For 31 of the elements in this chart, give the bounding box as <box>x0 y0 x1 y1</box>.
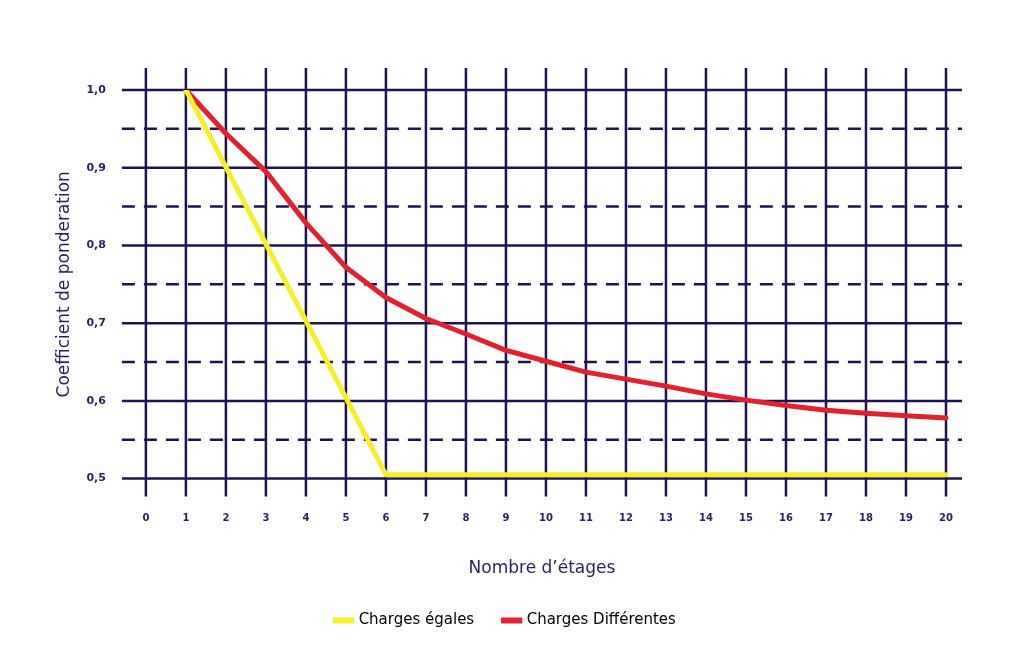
legend-label: Charges Différentes <box>526 610 677 629</box>
x-tick-label: 7 <box>422 512 430 524</box>
x-tick-label: 18 <box>859 512 873 524</box>
y-tick-label: 0,5 <box>86 471 106 485</box>
x-tick-label: 12 <box>618 512 633 524</box>
y-tick-label: 1,0 <box>86 82 107 96</box>
y-tick-label: 0,7 <box>86 316 106 330</box>
x-tick-label: 4 <box>302 512 310 524</box>
x-tick-label: 19 <box>899 512 913 524</box>
x-tick-label: 9 <box>502 512 510 524</box>
x-tick-label: 20 <box>939 512 953 524</box>
x-tick-label: 17 <box>819 512 833 524</box>
x-tick-label: 15 <box>739 512 753 524</box>
y-axis-title: Coefficient de ponderation <box>52 171 73 398</box>
y-tick-label: 0,6 <box>86 393 107 407</box>
x-tick-label: 13 <box>659 512 673 524</box>
x-tick-label: 6 <box>382 512 390 524</box>
x-axis-title: Nombre d’étages <box>468 557 616 578</box>
x-tick-label: 2 <box>222 512 230 524</box>
x-tick-label: 8 <box>462 512 470 524</box>
x-tick-label: 14 <box>699 512 713 524</box>
y-tick-label: 0,8 <box>86 238 106 252</box>
x-tick-label: 10 <box>538 512 553 524</box>
x-tick-label: 1 <box>182 512 190 524</box>
x-tick-label: 11 <box>578 512 593 524</box>
x-tick-label: 0 <box>142 512 150 524</box>
x-tick-label: 5 <box>342 512 350 524</box>
x-tick-label: 16 <box>779 512 793 524</box>
y-tick-label: 0,9 <box>86 160 106 174</box>
x-tick-label: 3 <box>262 512 270 524</box>
legend-label: Charges égales <box>358 610 475 629</box>
